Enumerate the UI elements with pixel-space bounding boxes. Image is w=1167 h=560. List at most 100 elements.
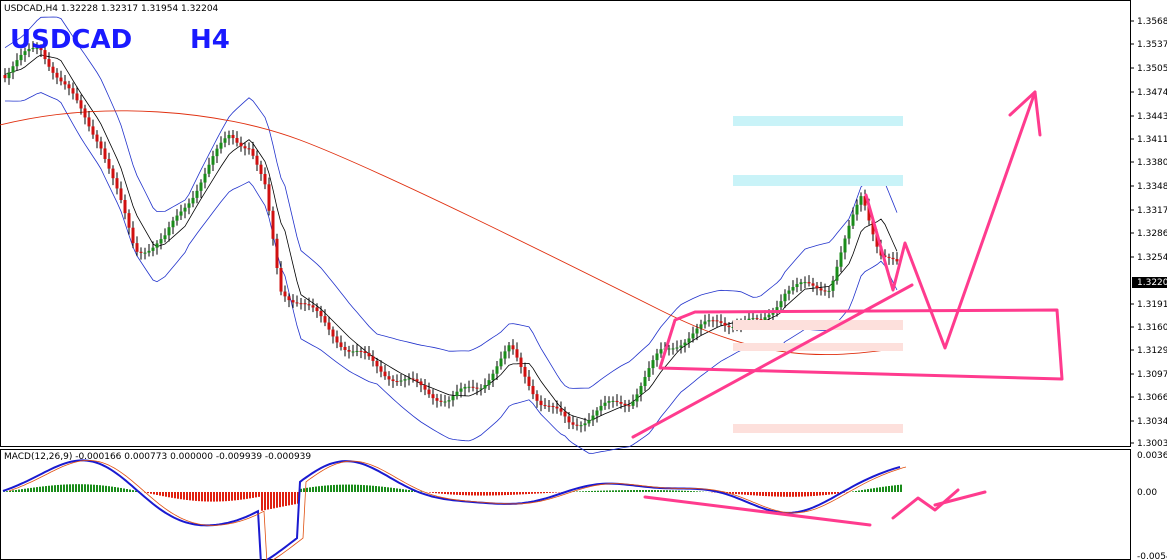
candle-body bbox=[271, 210, 275, 239]
macd-bar bbox=[660, 490, 662, 492]
candle-body bbox=[627, 405, 631, 407]
candle-body bbox=[543, 405, 547, 407]
macd-bar bbox=[285, 492, 287, 506]
macd-bar bbox=[435, 492, 437, 494]
macd-bar bbox=[771, 492, 773, 497]
macd-bar bbox=[123, 488, 125, 492]
macd-bar bbox=[159, 492, 161, 496]
price-label: 1.33800 bbox=[1137, 158, 1167, 168]
macd-info: MACD(12,26,9) -0.000166 0.000773 0.00000… bbox=[4, 452, 311, 462]
macd-bar bbox=[357, 484, 359, 492]
macd-bar bbox=[852, 491, 854, 492]
zones bbox=[733, 116, 903, 433]
macd-bar bbox=[525, 492, 527, 495]
macd-bar bbox=[462, 492, 464, 496]
macd-bar bbox=[612, 490, 614, 492]
macd-bar bbox=[81, 484, 83, 492]
macd-bar bbox=[318, 486, 320, 492]
macd-bar bbox=[237, 492, 239, 501]
candle-body bbox=[279, 268, 283, 292]
candle-body bbox=[23, 51, 27, 55]
candle-body bbox=[467, 386, 471, 388]
candle-body bbox=[719, 321, 723, 323]
macd-bar bbox=[603, 490, 605, 492]
candle-body bbox=[383, 371, 387, 377]
price-label: 1.31290 bbox=[1137, 346, 1167, 356]
macd-bar bbox=[540, 492, 542, 494]
macd-bar bbox=[33, 487, 35, 492]
candle-body bbox=[299, 303, 303, 305]
macd-bar bbox=[321, 485, 323, 492]
macd-bar bbox=[474, 492, 476, 496]
macd-bar bbox=[444, 492, 446, 495]
price-label: 1.33170 bbox=[1137, 206, 1167, 216]
candle-body bbox=[179, 211, 183, 216]
candle-body bbox=[507, 345, 511, 352]
candle-body bbox=[35, 47, 39, 49]
candle-body bbox=[79, 100, 83, 109]
macd-bar bbox=[738, 492, 740, 495]
candle-body bbox=[619, 402, 623, 404]
macd-bar bbox=[543, 492, 545, 494]
candle-body bbox=[99, 141, 103, 149]
macd-bar bbox=[546, 492, 548, 494]
macd-bar bbox=[18, 489, 20, 492]
macd-bar bbox=[900, 484, 902, 492]
candle-body bbox=[527, 376, 531, 386]
macd-bar bbox=[552, 492, 554, 493]
price-label: 1.33485 bbox=[1137, 182, 1167, 192]
candle-body bbox=[571, 422, 575, 425]
candle-body bbox=[595, 410, 599, 416]
candle-body bbox=[155, 243, 159, 248]
candle-body bbox=[607, 401, 611, 403]
macd-bar bbox=[498, 492, 500, 496]
candle-body bbox=[103, 148, 107, 159]
macd-bar bbox=[240, 492, 242, 500]
macd-bar bbox=[117, 487, 119, 492]
macd-bar bbox=[60, 484, 62, 492]
macd-bar bbox=[588, 491, 590, 492]
candle-body bbox=[323, 316, 327, 323]
macd-bar bbox=[675, 490, 677, 492]
macd-bar bbox=[816, 492, 818, 496]
candle-body bbox=[759, 319, 763, 321]
candle-body bbox=[751, 318, 755, 320]
candle-body bbox=[319, 311, 323, 317]
macd-bar bbox=[798, 492, 800, 497]
candle-body bbox=[835, 266, 839, 281]
price-label: 1.34430 bbox=[1137, 112, 1167, 122]
candle-body bbox=[811, 283, 815, 286]
macd-bar bbox=[48, 485, 50, 492]
candle-body bbox=[63, 81, 67, 85]
candle-body bbox=[779, 301, 783, 308]
macd-bar bbox=[783, 492, 785, 497]
candle-body bbox=[843, 238, 847, 253]
macd-bar bbox=[231, 492, 233, 501]
candle-body bbox=[639, 386, 643, 395]
macd-bar bbox=[534, 492, 536, 494]
macd-bar bbox=[408, 489, 410, 492]
macd-bar bbox=[72, 484, 74, 492]
macd-bar bbox=[267, 492, 269, 510]
macd-bar bbox=[432, 492, 434, 493]
macd-bar bbox=[834, 492, 836, 494]
macd-bar bbox=[99, 485, 101, 492]
macd-bar bbox=[690, 491, 692, 492]
candle-body bbox=[19, 54, 23, 61]
candle-body bbox=[651, 360, 655, 369]
symbol-info: USDCAD,H4 1.32228 1.32317 1.31954 1.3220… bbox=[4, 4, 219, 14]
macd-bar bbox=[450, 492, 452, 495]
candle-body bbox=[151, 247, 155, 251]
macd-bar bbox=[333, 484, 335, 492]
macd-bar bbox=[861, 490, 863, 492]
candle-body bbox=[555, 406, 559, 409]
macd-bar bbox=[756, 492, 758, 496]
candle-body bbox=[215, 148, 219, 157]
candle-body bbox=[471, 386, 475, 388]
candle-body bbox=[359, 350, 363, 352]
candle-body bbox=[303, 303, 307, 305]
candle-body bbox=[287, 296, 291, 301]
candle-body bbox=[615, 400, 619, 403]
candle-body bbox=[503, 351, 507, 359]
